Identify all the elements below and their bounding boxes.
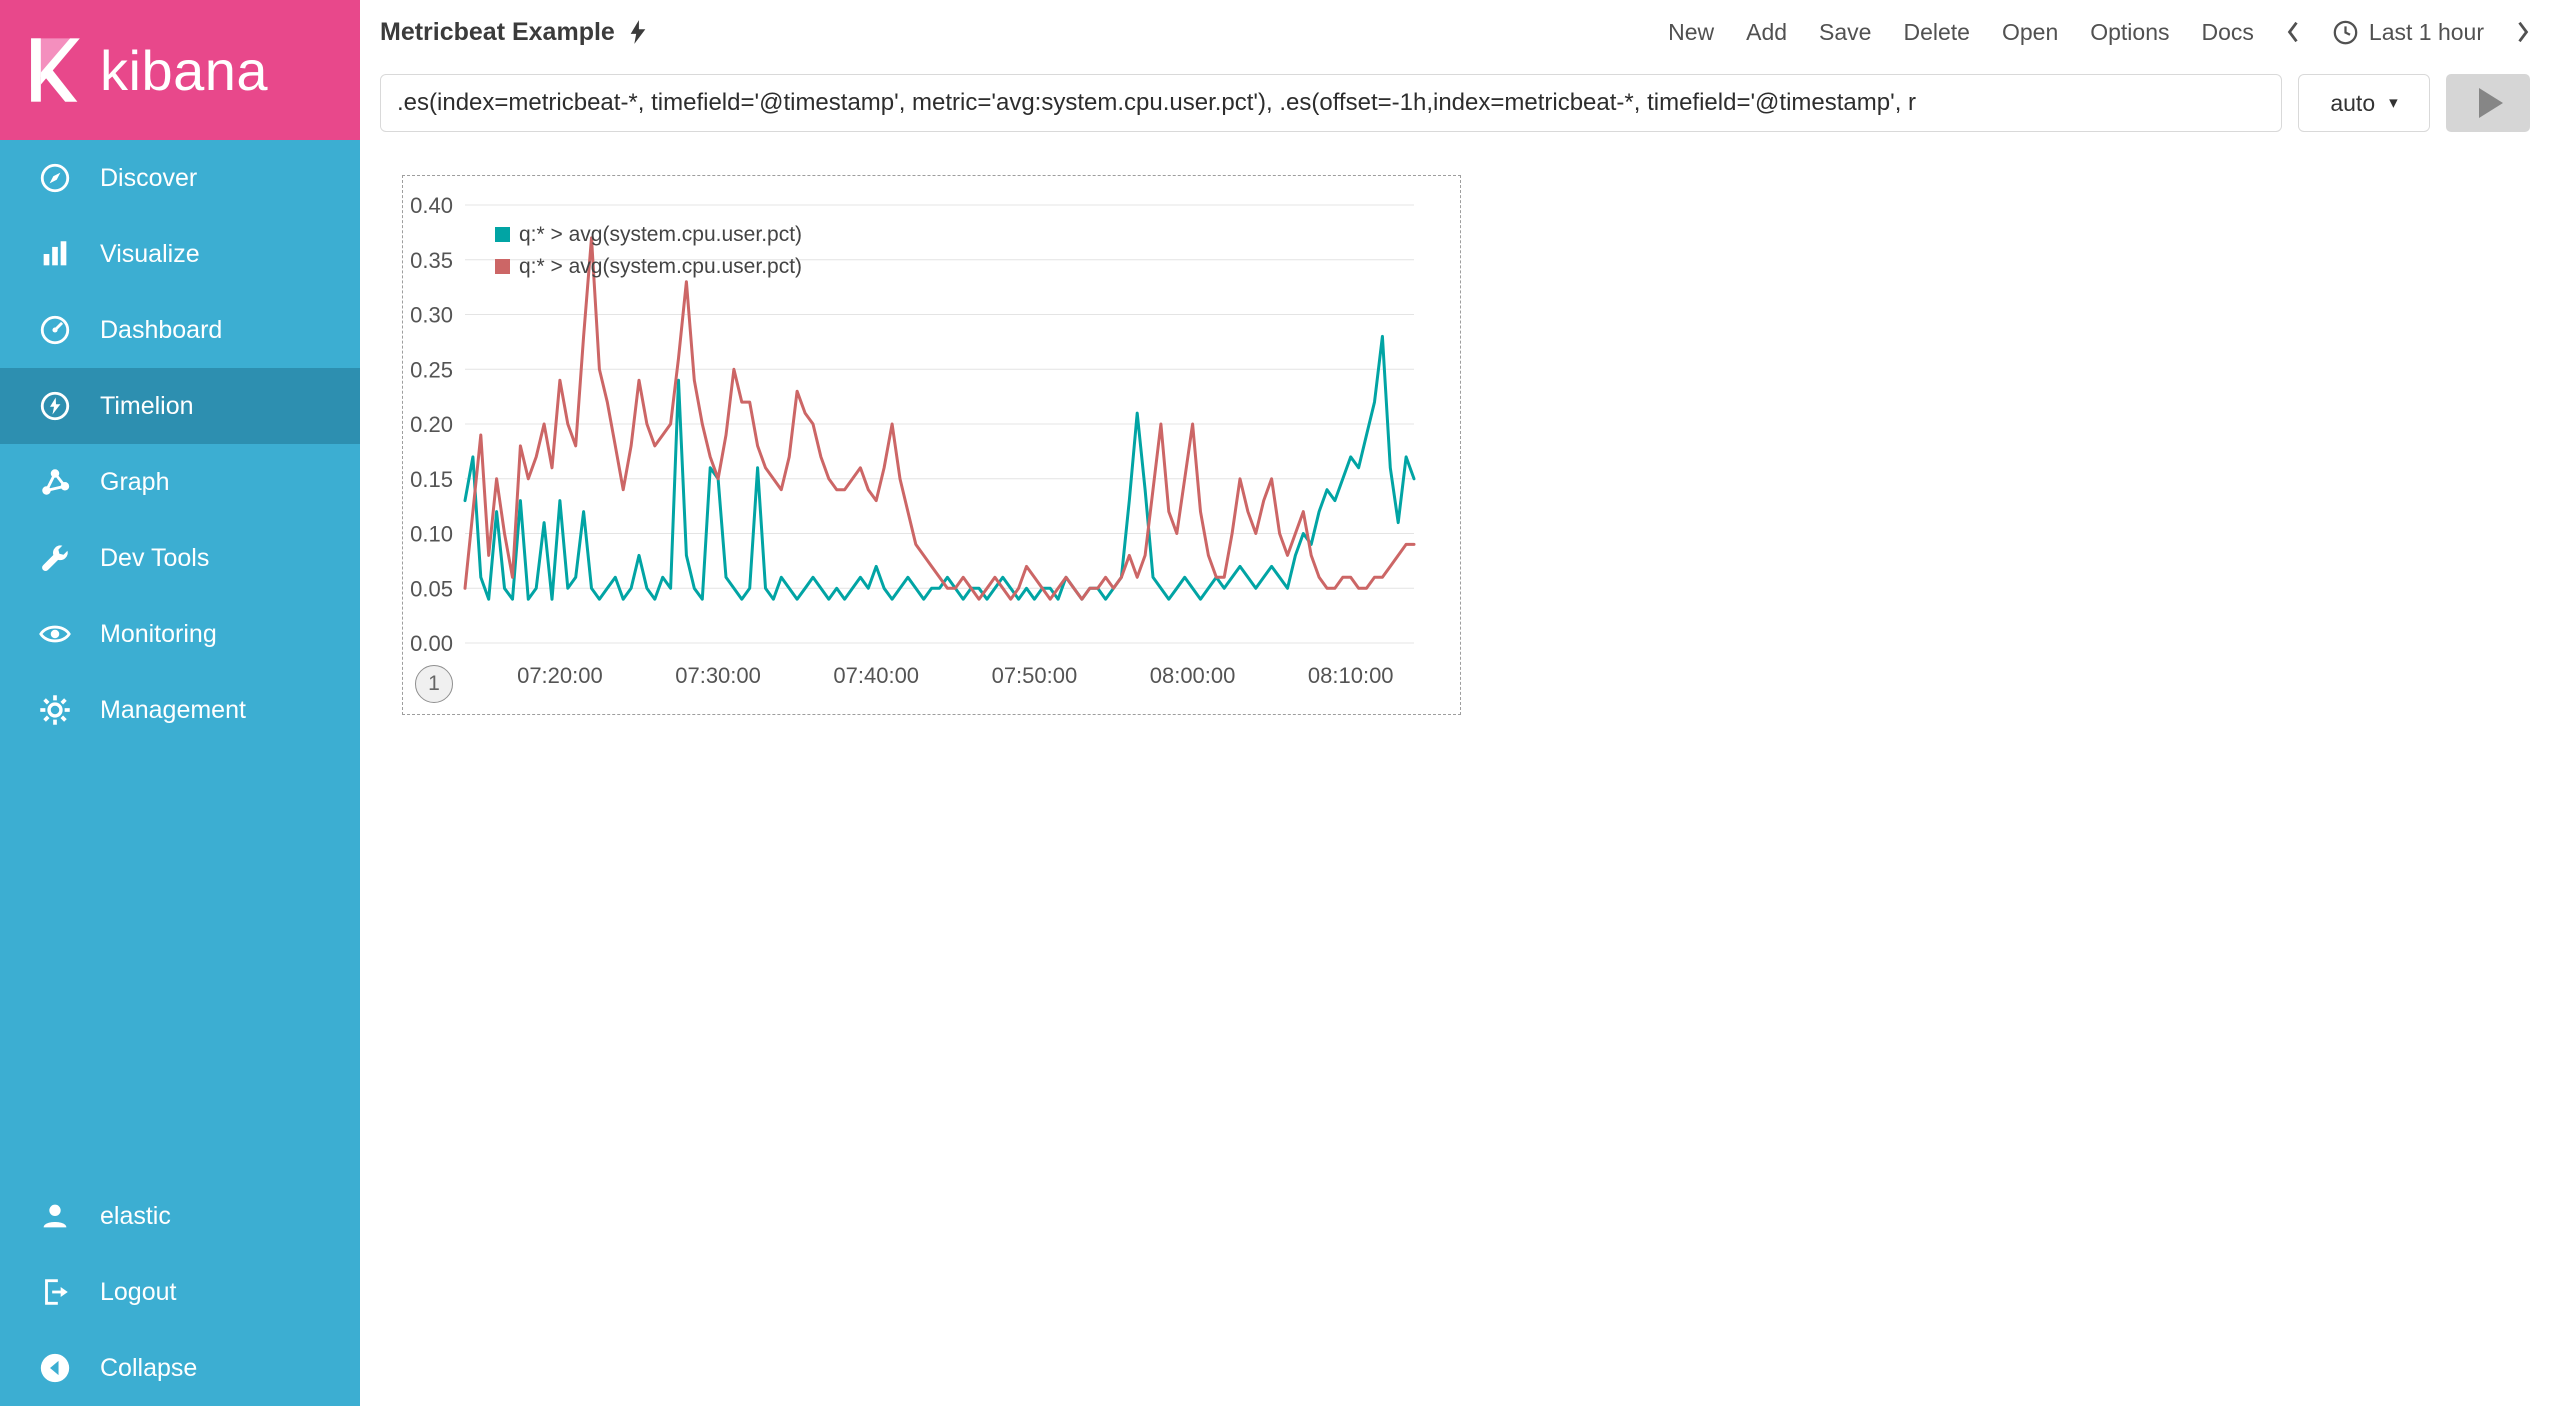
svg-text:0.35: 0.35	[410, 248, 453, 273]
collapse-circle-left-icon	[40, 1353, 70, 1383]
topbar-menu: New Add Save Delete Open Options Docs La…	[1668, 19, 2530, 46]
sidebar-item-timelion[interactable]: Timelion	[0, 368, 360, 444]
series-1-swatch-icon	[495, 227, 510, 242]
svg-text:0.20: 0.20	[410, 412, 453, 437]
svg-text:0.40: 0.40	[410, 193, 453, 218]
time-back-icon[interactable]	[2286, 20, 2300, 44]
sidebar-item-discover[interactable]: Discover	[0, 140, 360, 216]
sidebar-item-dashboard[interactable]: Dashboard	[0, 292, 360, 368]
menu-save[interactable]: Save	[1819, 18, 1872, 45]
sidebar: kibana Discover Visualize	[0, 0, 360, 1406]
bar-chart-icon	[43, 241, 67, 266]
svg-text:0.10: 0.10	[410, 522, 453, 547]
sidebar-item-label: Visualize	[100, 239, 200, 268]
query-bar: auto ▾	[360, 64, 2560, 138]
gauge-icon	[40, 315, 70, 345]
svg-text:08:00:00: 08:00:00	[1150, 663, 1236, 688]
svg-text:07:30:00: 07:30:00	[675, 663, 761, 688]
sidebar-item-label: Dev Tools	[100, 543, 210, 572]
clock-icon	[2333, 20, 2358, 44]
topbar: Metricbeat Example New Add Save Delete O…	[360, 0, 2560, 64]
gear-icon	[40, 695, 70, 725]
timelion-cell[interactable]: 0.00 0.05 0.10 0.15 0.20 0.25 0.30 0.35 0.40 07:2…	[402, 175, 1461, 715]
content-area: 0.00 0.05 0.10 0.15 0.20 0.25 0.30 0.35 0.40 07:2…	[360, 138, 2560, 1406]
legend-label: q:* > avg(system.cpu.user.pct)	[519, 254, 803, 278]
sidebar-item-monitoring[interactable]: Monitoring	[0, 596, 360, 672]
sidebar-item-dev-tools[interactable]: Dev Tools	[0, 520, 360, 596]
sidebar-bottom-nav: elastic Logout Collapse	[0, 1178, 360, 1406]
svg-text:0.30: 0.30	[410, 303, 453, 328]
sidebar-item-graph[interactable]: Graph	[0, 444, 360, 520]
sidebar-item-label: Collapse	[100, 1353, 198, 1382]
timelion-query-input[interactable]	[380, 74, 2282, 132]
svg-text:07:20:00: 07:20:00	[517, 663, 603, 688]
sidebar-item-collapse[interactable]: Collapse	[0, 1330, 360, 1406]
interval-value: auto	[2330, 89, 2376, 116]
menu-options[interactable]: Options	[2090, 18, 2170, 45]
sidebar-item-label: Discover	[100, 163, 198, 192]
wrench-icon	[42, 545, 68, 572]
svg-text:0.15: 0.15	[410, 467, 453, 492]
menu-docs[interactable]: Docs	[2201, 18, 2254, 45]
sidebar-item-label: Monitoring	[100, 619, 217, 648]
svg-text:0.00: 0.00	[410, 631, 453, 656]
interval-select[interactable]: auto ▾	[2298, 74, 2430, 132]
menu-open[interactable]: Open	[2001, 18, 2059, 45]
sidebar-item-label: Logout	[100, 1277, 177, 1306]
time-forward-icon[interactable]	[2516, 20, 2530, 44]
user-icon	[43, 1204, 67, 1228]
sidebar-item-visualize[interactable]: Visualize	[0, 216, 360, 292]
legend-item[interactable]: q:* > avg(system.cpu.user.pct)	[495, 252, 802, 281]
chevron-down-icon: ▾	[2389, 93, 2398, 112]
sidebar-item-user-elastic[interactable]: elastic	[0, 1178, 360, 1254]
sidebar-item-label: Timelion	[100, 391, 194, 420]
play-icon	[2479, 88, 2503, 118]
sidebar-item-management[interactable]: Management	[0, 672, 360, 748]
logout-icon	[45, 1279, 68, 1305]
svg-text:07:40:00: 07:40:00	[833, 663, 919, 688]
timelion-clock-bolt-icon	[40, 391, 70, 421]
menu-delete[interactable]: Delete	[1903, 18, 1970, 45]
network-icon	[42, 469, 70, 495]
sidebar-item-label: elastic	[100, 1201, 171, 1230]
legend-label: q:* > avg(system.cpu.user.pct)	[519, 222, 803, 246]
time-filter[interactable]: Last 1 hour	[2332, 19, 2484, 46]
cell-number-badge: 1	[415, 665, 453, 703]
svg-text:0.05: 0.05	[410, 576, 453, 601]
sidebar-item-logout[interactable]: Logout	[0, 1254, 360, 1330]
timelion-bolt-icon	[630, 20, 646, 44]
sidebar-nav: Discover Visualize Dashboard	[0, 140, 360, 748]
menu-new[interactable]: New	[1668, 18, 1715, 45]
kibana-logo[interactable]: kibana	[0, 0, 360, 140]
sidebar-item-label: Management	[100, 695, 246, 724]
chart-legend: q:* > avg(system.cpu.user.pct) q:* > avg…	[495, 220, 802, 281]
page-title: Metricbeat Example	[380, 17, 615, 46]
svg-text:08:10:00: 08:10:00	[1308, 663, 1394, 688]
kibana-logo-mark-icon	[31, 38, 80, 102]
run-button[interactable]	[2446, 74, 2530, 132]
sidebar-item-label: Graph	[100, 467, 170, 496]
timelion-chart[interactable]: 0.00 0.05 0.10 0.15 0.20 0.25 0.30 0.35 0.40 07:2…	[403, 176, 1460, 714]
svg-text:0.25: 0.25	[410, 357, 453, 382]
compass-icon	[40, 163, 70, 193]
time-filter-label: Last 1 hour	[2368, 18, 2484, 45]
menu-add[interactable]: Add	[1746, 18, 1788, 45]
series-2-swatch-icon	[495, 259, 510, 274]
sidebar-item-label: Dashboard	[100, 315, 223, 344]
kibana-wordmark: kibana	[100, 38, 269, 102]
svg-text:07:50:00: 07:50:00	[992, 663, 1078, 688]
legend-item[interactable]: q:* > avg(system.cpu.user.pct)	[495, 220, 802, 249]
main-area: Metricbeat Example New Add Save Delete O…	[360, 0, 2560, 1406]
eye-icon	[39, 625, 71, 643]
